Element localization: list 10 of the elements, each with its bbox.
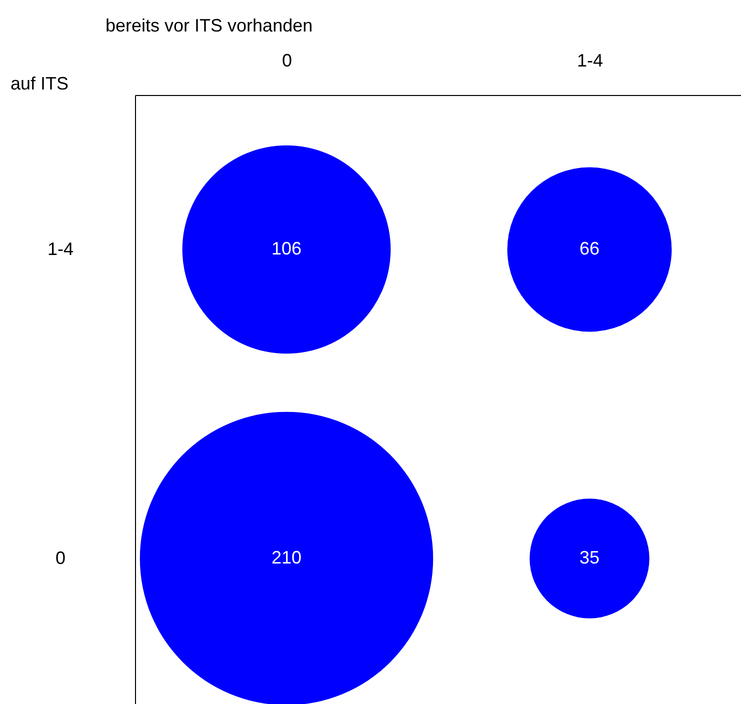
category-label: 1-4 bbox=[47, 239, 74, 259]
data-label: 66 bbox=[579, 238, 600, 258]
data-label: 210 bbox=[271, 548, 302, 568]
category-label: 0 bbox=[55, 548, 66, 568]
data-label: 35 bbox=[579, 548, 600, 568]
text: auf ITS bbox=[10, 74, 69, 94]
category-label: 1-4 bbox=[576, 50, 604, 70]
category-label: 0 bbox=[282, 50, 292, 70]
data-label: 106 bbox=[271, 238, 302, 258]
text: bereits vor ITS vorhanden bbox=[106, 16, 313, 36]
